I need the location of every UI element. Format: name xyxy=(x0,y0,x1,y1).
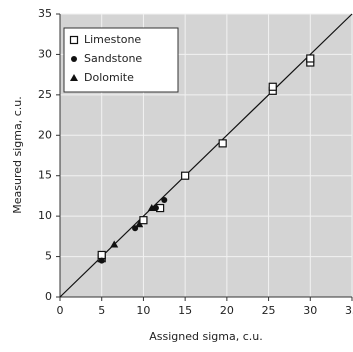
x-tick-label: 5 xyxy=(98,304,105,317)
marker-circle xyxy=(161,196,168,203)
y-tick-label: 15 xyxy=(38,169,52,182)
x-tick-label: 35 xyxy=(345,304,353,317)
x-tick-label: 25 xyxy=(262,304,276,317)
x-tick-label: 0 xyxy=(57,304,64,317)
x-axis-label: Assigned sigma, c.u. xyxy=(149,330,262,343)
x-tick-label: 20 xyxy=(220,304,234,317)
marker-triangle xyxy=(110,240,119,248)
marker-square xyxy=(69,35,79,45)
y-tick-label: 5 xyxy=(45,250,52,263)
marker-square xyxy=(306,54,315,63)
y-tick-label: 25 xyxy=(38,88,52,101)
y-axis-label: Measured sigma, c.u. xyxy=(11,96,24,213)
reference-line xyxy=(59,13,353,298)
marker-triangle xyxy=(147,204,156,212)
x-tick-label: 15 xyxy=(178,304,192,317)
marker-square xyxy=(218,139,227,148)
marker-circle xyxy=(71,56,77,62)
y-tick-label: 35 xyxy=(38,7,52,20)
y-tick-label: 20 xyxy=(38,128,52,141)
marker-square xyxy=(268,82,277,91)
y-tick-label: 0 xyxy=(45,290,52,303)
marker-square xyxy=(139,216,148,225)
marker-circle xyxy=(98,257,105,264)
x-tick-label: 30 xyxy=(303,304,317,317)
marker-square xyxy=(97,250,106,260)
legend-box xyxy=(63,27,179,93)
x-tick-label: 10 xyxy=(136,304,150,317)
legend-label: Limestone xyxy=(84,33,141,46)
legend-label: Dolomite xyxy=(84,71,134,84)
marker-triangle xyxy=(135,220,144,228)
marker-triangle xyxy=(70,74,78,81)
legend-label: Sandstone xyxy=(84,52,142,65)
marker-square xyxy=(181,171,190,180)
y-tick-label: 30 xyxy=(38,47,52,60)
y-tick-label: 10 xyxy=(38,209,52,222)
